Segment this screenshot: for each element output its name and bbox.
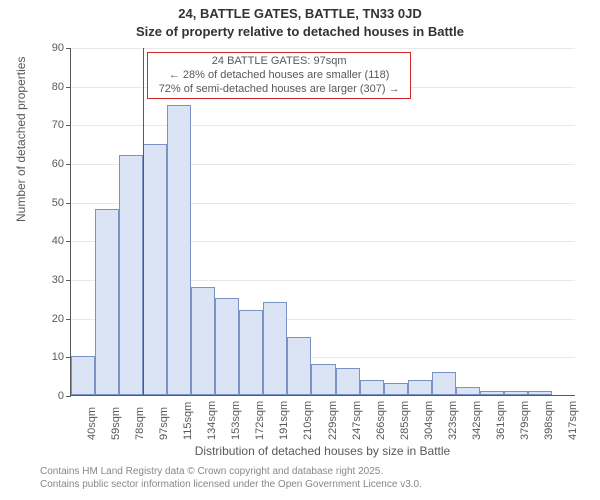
bar (432, 372, 456, 395)
annotation-line2: ← 28% of detached houses are smaller (11… (152, 69, 406, 83)
bar (239, 310, 263, 395)
ytick-mark (66, 87, 71, 88)
xtick-label: 229sqm (327, 401, 339, 440)
annotation-box: 24 BATTLE GATES: 97sqm← 28% of detached … (147, 52, 411, 99)
bar (480, 391, 504, 395)
ytick-label: 70 (36, 119, 64, 131)
bar (504, 391, 528, 395)
bar (119, 155, 143, 395)
gridline (71, 125, 575, 126)
ytick-label: 30 (36, 274, 64, 286)
xtick-label: 398sqm (543, 401, 555, 440)
xtick-label: 304sqm (423, 401, 435, 440)
credits-line2: Contains public sector information licen… (40, 479, 422, 490)
bar (287, 337, 311, 395)
bar (384, 383, 408, 395)
bar (408, 380, 432, 395)
ytick-label: 20 (36, 313, 64, 325)
gridline (71, 48, 575, 49)
bar (143, 144, 167, 395)
xtick-label: 134sqm (206, 401, 218, 440)
ytick-mark (66, 48, 71, 49)
xtick-label: 59sqm (110, 407, 122, 440)
xtick-label: 172sqm (254, 401, 266, 440)
bar (95, 209, 119, 395)
xtick-label: 285sqm (399, 401, 411, 440)
x-axis-label: Distribution of detached houses by size … (70, 444, 575, 458)
bar (215, 298, 239, 395)
chart-title-line1: 24, BATTLE GATES, BATTLE, TN33 0JD (0, 6, 600, 21)
xtick-label: 379sqm (519, 401, 531, 440)
ytick-label: 50 (36, 197, 64, 209)
xtick-label: 247sqm (351, 401, 363, 440)
xtick-label: 97sqm (158, 407, 170, 440)
chart-title-line2: Size of property relative to detached ho… (0, 24, 600, 39)
bar (360, 380, 384, 395)
ytick-label: 90 (36, 42, 64, 54)
bar (528, 391, 552, 395)
ytick-mark (66, 164, 71, 165)
y-axis-label: Number of detached properties (14, 57, 28, 222)
ytick-mark (66, 280, 71, 281)
bar (191, 287, 215, 395)
bar (336, 368, 360, 395)
bar (167, 105, 191, 395)
ytick-mark (66, 319, 71, 320)
xtick-label: 191sqm (278, 401, 290, 440)
credits-line1: Contains HM Land Registry data © Crown c… (40, 466, 383, 477)
bar (263, 302, 287, 395)
ytick-mark (66, 125, 71, 126)
plot-area: 24 BATTLE GATES: 97sqm← 28% of detached … (70, 48, 575, 396)
xtick-label: 417sqm (567, 401, 579, 440)
xtick-label: 78sqm (134, 407, 146, 440)
ytick-label: 60 (36, 158, 64, 170)
ytick-mark (66, 203, 71, 204)
xtick-label: 342sqm (471, 401, 483, 440)
xtick-label: 266sqm (375, 401, 387, 440)
ytick-label: 40 (36, 235, 64, 247)
ytick-mark (66, 396, 71, 397)
annotation-line3: 72% of semi-detached houses are larger (… (152, 83, 406, 97)
annotation-line1: 24 BATTLE GATES: 97sqm (152, 55, 406, 69)
xtick-label: 361sqm (495, 401, 507, 440)
bar (456, 387, 480, 395)
bar (311, 364, 335, 395)
xtick-label: 153sqm (230, 401, 242, 440)
xtick-label: 40sqm (86, 407, 98, 440)
bar (71, 356, 95, 395)
ytick-mark (66, 241, 71, 242)
xtick-label: 115sqm (182, 402, 194, 440)
reference-line (143, 48, 144, 395)
xtick-label: 210sqm (302, 401, 314, 440)
ytick-label: 0 (36, 390, 64, 402)
ytick-label: 80 (36, 81, 64, 93)
chart-container: 24, BATTLE GATES, BATTLE, TN33 0JD Size … (0, 0, 600, 500)
ytick-label: 10 (36, 351, 64, 363)
xtick-label: 323sqm (447, 401, 459, 440)
